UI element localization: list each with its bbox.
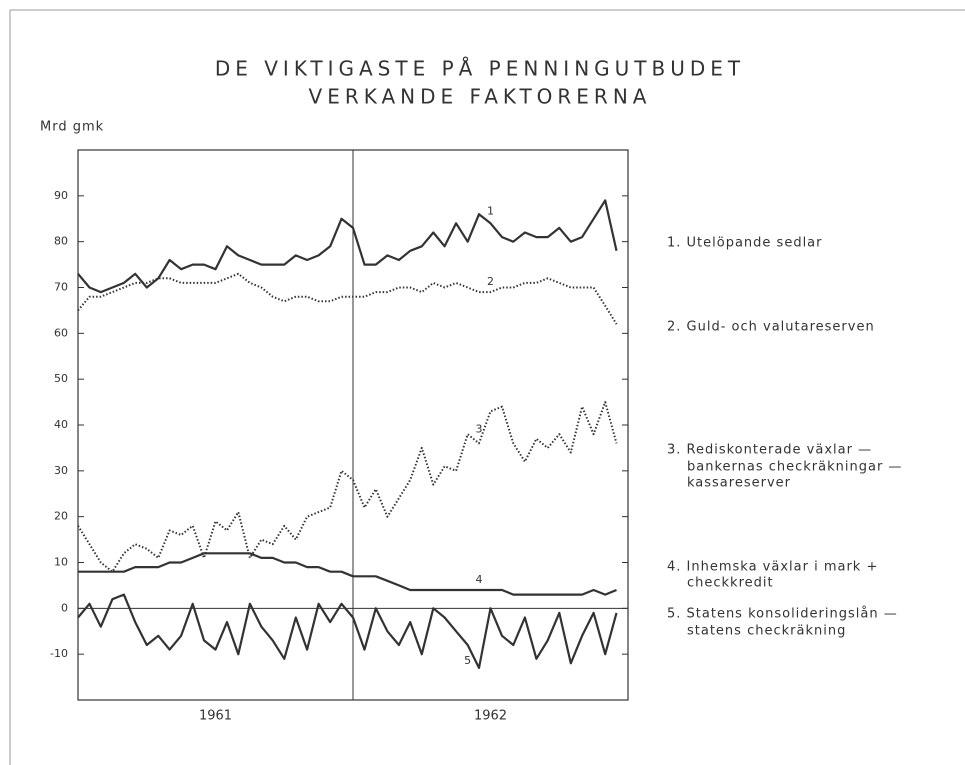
legend-label: 3. Rediskonterade växlar — [667, 443, 872, 458]
series-label: 1 [487, 204, 494, 217]
y-tick-label: 20 [54, 510, 68, 523]
x-tick-label: 1962 [474, 709, 507, 724]
series-line [77, 401, 618, 573]
y-tick-label: 80 [54, 235, 68, 248]
y-tick-label: 60 [54, 326, 68, 339]
y-tick-label: 10 [54, 556, 68, 569]
legend-label: 2. Guld- och valutareserven [667, 320, 875, 335]
y-tick-label: 70 [54, 281, 68, 294]
x-tick-label: 1961 [199, 709, 232, 724]
legend-label: 4. Inhemska växlar i mark + [667, 560, 878, 575]
y-axis-label: Mrd gmk [40, 120, 104, 135]
legend-label: kassareserver [687, 476, 791, 491]
chart-title: VERKANDE FAKTORERNA [309, 85, 652, 109]
y-tick-label: 40 [54, 418, 68, 431]
chart-title: DE VIKTIGASTE PÅ PENNINGUTBUDET [215, 57, 745, 81]
y-tick-label: 0 [61, 601, 68, 614]
legend-label: checkkredit [687, 576, 774, 591]
y-tick-label: -10 [50, 647, 68, 660]
series-line [77, 272, 618, 325]
series-line [77, 593, 618, 669]
series-line [77, 199, 618, 294]
legend-label: bankernas checkräkningar — [687, 460, 902, 475]
series-label: 4 [475, 573, 482, 586]
y-tick-label: 90 [54, 189, 68, 202]
legend-label: 5. Statens konsolideringslån — [667, 607, 898, 622]
series-label: 5 [464, 654, 471, 667]
series-line [78, 552, 617, 596]
legend-label: statens checkräkning [687, 624, 846, 639]
y-tick-label: 30 [54, 464, 68, 477]
y-tick-label: 50 [54, 372, 68, 385]
series-label: 2 [487, 275, 494, 288]
series-label: 3 [475, 422, 482, 435]
legend-label: 1. Utelöpande sedlar [667, 236, 823, 251]
